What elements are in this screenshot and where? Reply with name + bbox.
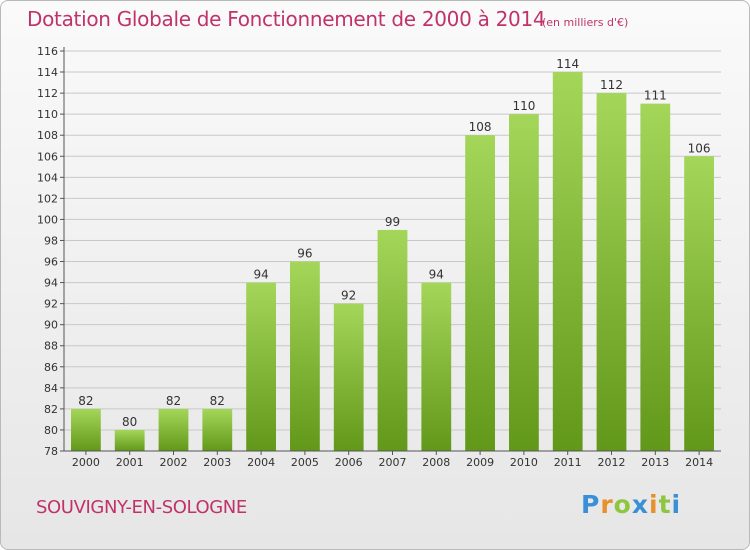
data-label: 108 [469,120,492,134]
y-tick-label: 82 [44,403,58,416]
logo-letter: i [649,490,659,519]
y-tick-label: 114 [37,66,58,79]
bar [421,282,452,451]
x-tick-label: 2006 [335,456,363,469]
x-tick-label: 2011 [554,456,582,469]
data-label: 80 [122,415,137,429]
y-tick-label: 78 [44,445,58,458]
bar [246,282,276,451]
data-label: 99 [385,215,400,229]
bar [509,114,539,451]
y-tick-label: 116 [37,45,58,58]
y-tick-label: 108 [37,129,58,142]
x-tick-label: 2002 [160,456,188,469]
bar [202,408,233,451]
logo-letter: i [671,490,682,519]
y-tick-label: 104 [37,171,58,184]
data-label: 82 [210,394,225,408]
y-tick-label: 90 [44,319,58,332]
x-tick-label: 2003 [203,456,231,469]
y-tick-label: 92 [44,298,58,311]
data-label: 106 [688,141,711,155]
bar [114,429,145,451]
commune-name: SOUVIGNY-EN-SOLOGNE [36,497,247,518]
x-tick-label: 2010 [510,456,538,469]
data-label: 92 [341,289,356,303]
bar [552,72,583,451]
x-tick-label: 2001 [116,456,144,469]
y-tick-label: 96 [44,256,58,269]
bar [71,408,101,451]
y-tick-label: 88 [44,340,58,353]
data-label: 96 [297,247,312,261]
logo-letter: P [581,490,601,519]
y-tick-label: 100 [37,213,58,226]
bar [640,103,671,451]
y-tick-label: 98 [44,234,58,247]
data-label: 112 [600,78,623,92]
y-tick-label: 102 [37,192,58,205]
axes [60,47,721,455]
logo-letter: r [600,490,614,519]
y-tick-label: 110 [37,108,58,121]
x-tick-label: 2012 [598,456,626,469]
logo-letter: x [631,490,649,519]
x-tick-label: 2004 [247,456,275,469]
data-label: 82 [166,394,181,408]
data-label: 110 [512,99,535,113]
labels: 78 80 82 84 86 88 90 92 94 96 98 100 102 104 106 108 110… [37,45,713,469]
x-tick-label: 2014 [685,456,713,469]
y-tick-label: 106 [37,150,58,163]
x-tick-label: 2005 [291,456,319,469]
data-label: 82 [78,394,93,408]
proxiti-logo[interactable]: Proxiti [581,490,681,519]
bar [465,135,495,452]
bars [71,72,714,452]
x-tick-label: 2000 [72,456,100,469]
x-tick-label: 2007 [379,456,407,469]
chart-title: Dotation Globale de Fonctionnement de 20… [27,7,546,31]
x-tick-label: 2008 [422,456,450,469]
y-tick-label: 94 [44,277,58,290]
bar [158,408,189,451]
data-label: 94 [253,268,268,282]
bar [377,229,408,451]
logo-letter: t [658,490,672,519]
y-tick-label: 86 [44,361,58,374]
data-label: 94 [429,268,444,282]
x-tick-label: 2009 [466,456,494,469]
bar [333,303,364,451]
logo-letter: o [613,490,632,519]
y-tick-label: 84 [44,382,58,395]
data-label: 111 [644,89,667,103]
bar [596,93,627,452]
chart-subtitle: (en milliers d'€) [542,16,629,29]
y-tick-label: 80 [44,424,58,437]
bar [684,156,714,451]
bar [290,261,320,451]
data-label: 114 [556,57,579,71]
y-tick-label: 112 [37,87,58,100]
x-tick-label: 2013 [641,456,669,469]
